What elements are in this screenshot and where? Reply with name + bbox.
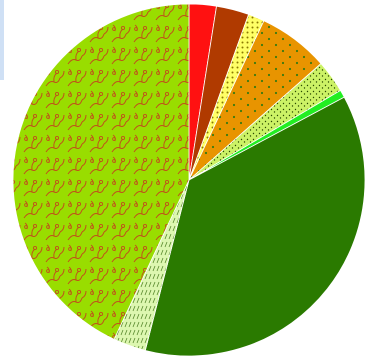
window-edge-tab xyxy=(0,0,4,80)
pie-slice-7 xyxy=(144,96,366,357)
pie-slice-9 xyxy=(12,3,190,340)
